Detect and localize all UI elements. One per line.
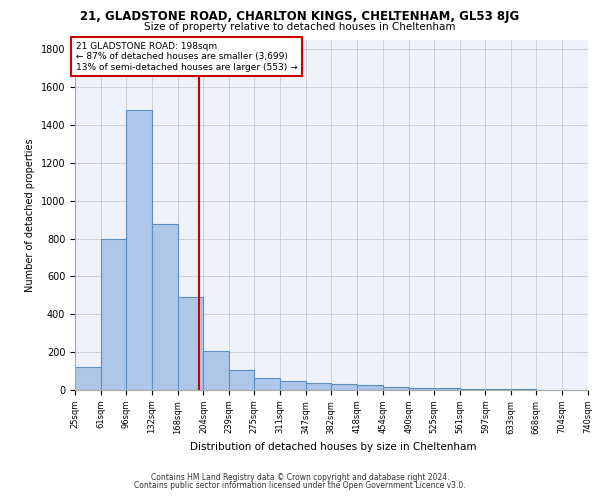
Bar xyxy=(588,387,600,390)
Text: 21, GLADSTONE ROAD, CHARLTON KINGS, CHELTENHAM, GL53 8JG: 21, GLADSTONE ROAD, CHARLTON KINGS, CHEL… xyxy=(80,10,520,23)
Text: Size of property relative to detached houses in Cheltenham: Size of property relative to detached ho… xyxy=(144,22,456,32)
Bar xyxy=(357,386,383,390)
Y-axis label: Number of detached properties: Number of detached properties xyxy=(25,138,35,292)
Bar xyxy=(306,384,331,390)
Text: Distribution of detached houses by size in Cheltenham: Distribution of detached houses by size … xyxy=(190,442,476,452)
Text: Contains HM Land Registry data © Crown copyright and database right 2024.: Contains HM Land Registry data © Crown c… xyxy=(151,472,449,482)
Bar xyxy=(434,388,460,390)
Bar xyxy=(101,238,126,390)
Bar xyxy=(203,351,229,390)
Bar xyxy=(485,389,511,390)
Text: Contains public sector information licensed under the Open Government Licence v3: Contains public sector information licen… xyxy=(134,482,466,490)
Text: 21 GLADSTONE ROAD: 198sqm
← 87% of detached houses are smaller (3,699)
13% of se: 21 GLADSTONE ROAD: 198sqm ← 87% of detac… xyxy=(76,42,298,72)
Bar xyxy=(229,370,254,390)
Bar xyxy=(409,388,434,390)
Bar xyxy=(178,298,203,390)
Bar xyxy=(280,382,306,390)
Bar xyxy=(331,384,357,390)
Bar xyxy=(460,389,485,390)
Bar xyxy=(254,378,280,390)
Bar xyxy=(383,387,409,390)
Bar xyxy=(152,224,178,390)
Bar xyxy=(126,110,152,390)
Bar xyxy=(75,368,101,390)
